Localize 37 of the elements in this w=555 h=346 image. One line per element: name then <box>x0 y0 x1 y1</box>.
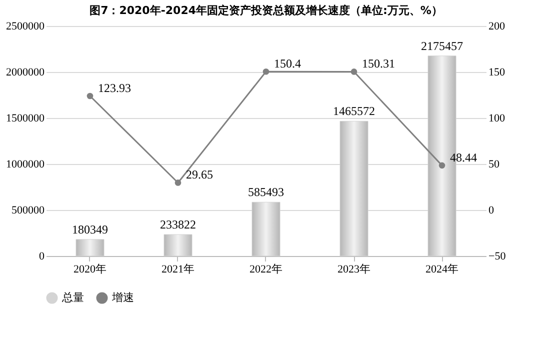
point <box>86 92 94 100</box>
point <box>174 180 182 186</box>
y-tick-label: 2000000 <box>6 66 45 78</box>
x-tick-label: 2024年 <box>426 264 458 276</box>
bar <box>76 239 104 256</box>
y-tick-label: 1500000 <box>6 112 45 124</box>
legend-label: 增速 <box>111 291 134 304</box>
data-label: 150.31 <box>362 56 395 71</box>
data-label: 48.44 <box>450 150 477 164</box>
y2-tick-label: 200 <box>488 20 506 32</box>
y-tick-label: 2500000 <box>6 20 45 32</box>
point <box>262 68 270 75</box>
x-tick-label: 2020年 <box>74 264 106 276</box>
bar <box>164 234 192 256</box>
data-label: 150.4 <box>274 56 301 71</box>
chart-title: 图7：2020年-2024年固定资产投资总额及增长速度（单位:万元、%） <box>90 4 442 17</box>
x-tick-label: 2022年 <box>250 264 282 276</box>
data-label: 123.93 <box>98 80 131 95</box>
y-tick-label: 1000000 <box>6 158 45 170</box>
data-label: 180349 <box>72 222 108 236</box>
data-label: 233822 <box>160 217 196 232</box>
y-tick-label: 0 <box>39 250 45 262</box>
y2-tick-label: 50 <box>488 158 500 170</box>
y2-tick-label: 100 <box>488 112 506 124</box>
x-tick-label: 2021年 <box>162 264 194 276</box>
data-label: 29.65 <box>186 168 213 182</box>
y2-tick-label: −50 <box>488 250 506 262</box>
x-tick-label: 2023年 <box>338 264 370 276</box>
y-tick-label: 500000 <box>12 204 45 216</box>
y2-tick-label: 150 <box>488 66 506 78</box>
legend-label: 总量 <box>61 291 84 304</box>
data-label: 1465572 <box>333 104 375 118</box>
data-label: 585493 <box>248 185 284 200</box>
point <box>438 162 446 169</box>
point <box>350 68 358 75</box>
data-label: 2175457 <box>421 38 463 53</box>
y2-tick-label: 0 <box>488 204 494 216</box>
